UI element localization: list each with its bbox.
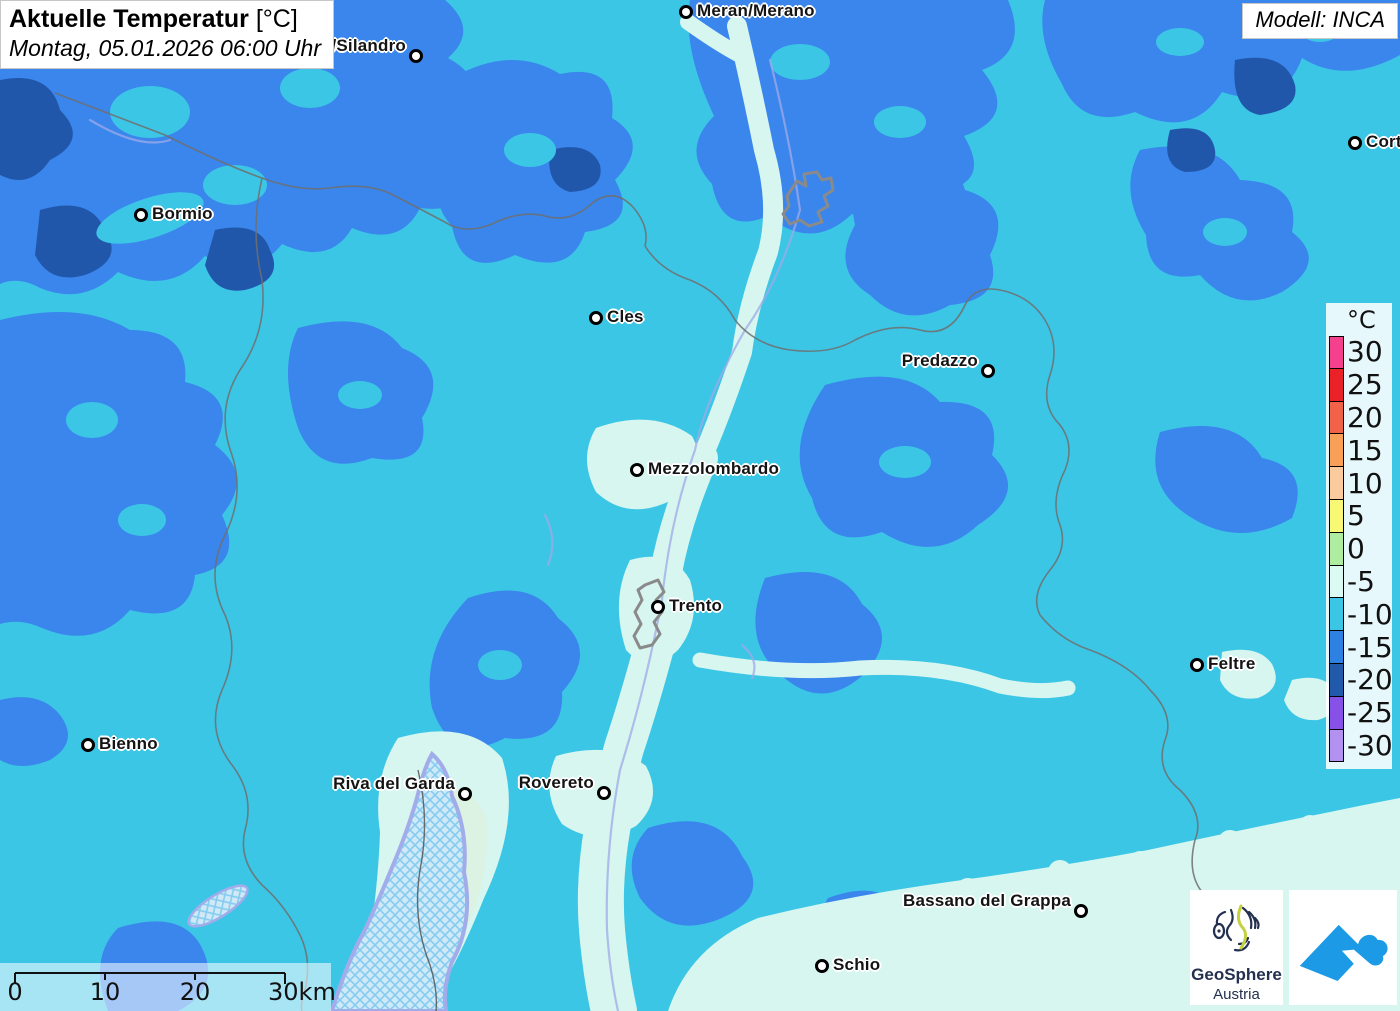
city-dot-icon [651, 600, 665, 614]
city-label: Cortina [1366, 132, 1400, 151]
legend-entry: -10 [1326, 597, 1393, 632]
city-label: Feltre [1208, 654, 1256, 673]
legend-swatch [1329, 368, 1344, 402]
legend-label: -10 [1347, 597, 1393, 631]
legend-label: 10 [1347, 466, 1383, 500]
legend-swatch [1329, 434, 1344, 468]
city-label: Mezzolombardo [648, 459, 780, 478]
scale-label-10: 10 [89, 978, 121, 1006]
legend-label: 20 [1347, 400, 1383, 434]
legend-swatch [1329, 336, 1344, 369]
legend-swatch [1329, 467, 1344, 500]
city-boundaries [632, 170, 835, 650]
city-dot-icon [630, 463, 644, 477]
legend-swatch [1329, 598, 1344, 632]
map-subtitle: Montag, 05.01.2026 06:00 Uhr [9, 35, 322, 61]
title-box: Aktuelle Temperatur [°C] Montag, 05.01.2… [0, 0, 335, 69]
legend-unit: °C [1347, 306, 1376, 334]
legend-label: -30 [1347, 728, 1393, 762]
city-dot-icon [1190, 658, 1204, 672]
legend-label: 25 [1347, 368, 1383, 402]
legend-entry: -20 [1326, 663, 1393, 697]
city-dot-icon [597, 786, 611, 800]
city-label: Bienno [99, 734, 158, 753]
legend-swatch [1329, 663, 1344, 697]
legend-swatch [1329, 565, 1344, 599]
city-label: Rovereto [518, 773, 594, 792]
scale-label-20: 20 [179, 978, 211, 1006]
city-dot-icon [679, 5, 693, 19]
legend-entry: 0 [1326, 532, 1392, 566]
bozen-boundary [781, 170, 835, 228]
city-dot-icon [409, 49, 423, 63]
city-label: Trento [669, 596, 723, 615]
legend-entry: -30 [1326, 728, 1393, 763]
legend-entry: 30 [1326, 336, 1392, 369]
legend-label: 30 [1347, 335, 1383, 369]
map-title-unit: [°C] [248, 5, 298, 33]
trento-boundary [632, 578, 666, 650]
city-dot-icon [589, 311, 603, 325]
legend-entry: 5 [1326, 499, 1392, 533]
legend-swatch [1329, 499, 1344, 533]
city-dot-icon [1348, 136, 1362, 150]
city-dot-icon [134, 208, 148, 222]
partner-logo [1289, 890, 1397, 1005]
geosphere-name: GeoSphere [1191, 965, 1282, 984]
city-label: Riva del Garda [333, 774, 455, 793]
cold-regions-minus20 [0, 57, 1296, 291]
city-dot-icon [1074, 904, 1088, 918]
legend-swatch [1329, 401, 1344, 435]
legend-swatch [1329, 696, 1344, 730]
scale-bar-ruler [14, 972, 286, 984]
legend-entry: -25 [1326, 696, 1393, 730]
map-title: Aktuelle Temperatur [°C] [9, 5, 321, 34]
partner-mountain-icon [1299, 924, 1388, 981]
city-dot-icon [81, 738, 95, 752]
city-label: Meran/Merano [697, 1, 815, 20]
legend-entry: -5 [1326, 564, 1392, 599]
legend-swatch [1329, 631, 1344, 664]
legend-label: -5 [1347, 564, 1375, 598]
city-dot-icon [981, 364, 995, 378]
legend-entry: 10 [1326, 467, 1392, 500]
legend-swatch [1329, 532, 1344, 566]
legend-swatch [1329, 729, 1344, 763]
city-label: Cles [607, 307, 644, 326]
model-box: Modell: INCA [1242, 3, 1398, 39]
scale-bar: 0 10 20 30km [0, 963, 336, 1011]
geosphere-contour-icon [1212, 904, 1260, 952]
geosphere-logo: GeoSphere Austria [1190, 890, 1283, 1005]
legend-label: -25 [1347, 696, 1393, 730]
legend-label: 5 [1347, 499, 1365, 533]
city-label: Bormio [152, 204, 213, 223]
legend-label: -15 [1347, 630, 1393, 664]
city-dot-icon [458, 787, 472, 801]
city-label: Schio [833, 955, 881, 974]
lake-garda [187, 750, 470, 1011]
legend-entries: 30 25 20 15 10 5 0 -5 -10 -15 -20 -25 -30 [1326, 336, 1393, 763]
temperature-legend: °C 30 25 20 15 10 5 0 -5 -10 -15 -20 -25 -30 [1326, 303, 1393, 770]
legend-entry: 20 [1326, 400, 1392, 435]
legend-entry: -15 [1326, 630, 1393, 664]
geosphere-subtitle: Austria [1213, 986, 1260, 1003]
admin-borders [54, 92, 1211, 1011]
scale-label-30km: 30km [268, 978, 336, 1006]
city-label: Predazzo [901, 351, 978, 370]
legend-label: 15 [1347, 433, 1383, 467]
legend-label: 0 [1347, 532, 1365, 566]
city-dot-icon [815, 959, 829, 973]
legend-entry: 15 [1326, 433, 1392, 468]
legend-entry: 25 [1326, 368, 1392, 402]
city-label: Bassano del Grappa [903, 891, 1071, 910]
cyan-texture [66, 18, 1340, 680]
legend-label: -20 [1347, 663, 1393, 697]
lake-idro [187, 884, 249, 928]
map-title-text: Aktuelle Temperatur [9, 5, 249, 33]
scale-label-0: 0 [7, 978, 23, 1006]
